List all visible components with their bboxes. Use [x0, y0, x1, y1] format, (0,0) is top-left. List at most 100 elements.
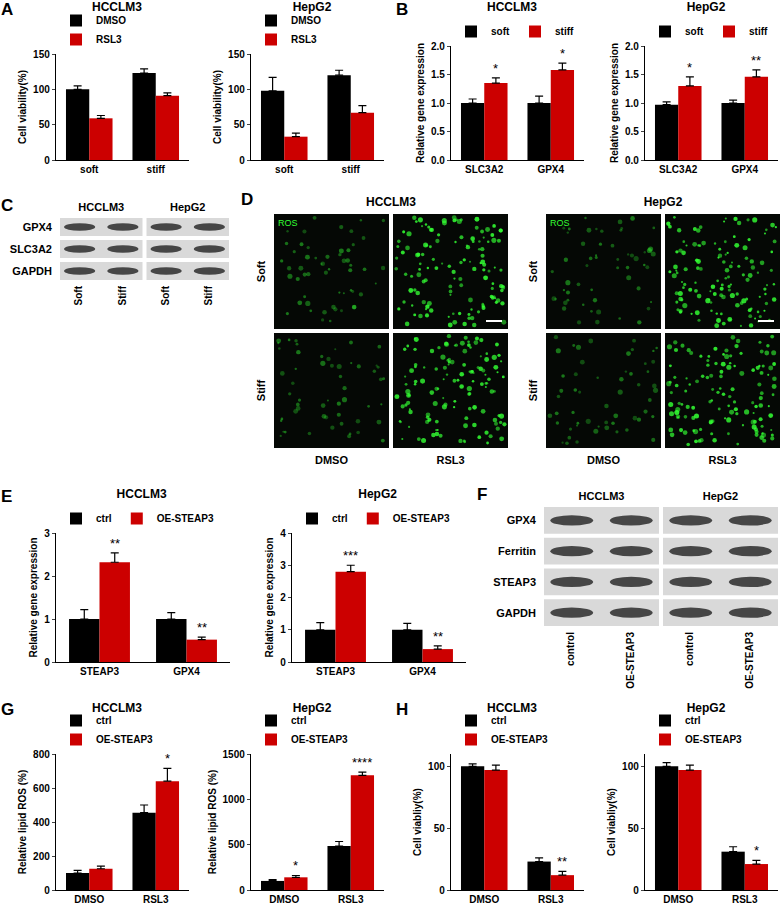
- svg-text:**: **: [433, 629, 443, 644]
- svg-text:0: 0: [239, 155, 245, 166]
- svg-text:Relative gene expression: Relative gene expression: [415, 43, 426, 163]
- svg-text:soft: soft: [491, 26, 510, 37]
- svg-text:1.0: 1.0: [625, 98, 639, 109]
- svg-text:Relative gene expression: Relative gene expression: [264, 537, 275, 657]
- svg-text:DMSO: DMSO: [291, 15, 321, 26]
- svg-text:1500: 1500: [223, 749, 246, 760]
- svg-text:RSL3: RSL3: [708, 454, 736, 466]
- svg-text:50: 50: [39, 119, 51, 130]
- svg-text:0: 0: [280, 657, 286, 668]
- svg-text:50: 50: [628, 823, 640, 834]
- svg-text:GPX4: GPX4: [173, 666, 200, 677]
- svg-text:DMSO: DMSO: [96, 15, 126, 26]
- svg-text:stiff: stiff: [749, 26, 768, 37]
- svg-text:HCCLM3: HCCLM3: [117, 487, 167, 501]
- svg-text:STEAP3: STEAP3: [493, 576, 536, 588]
- svg-text:GAPDH: GAPDH: [12, 265, 52, 277]
- svg-text:200: 200: [33, 851, 50, 862]
- svg-text:OE-STEAP3: OE-STEAP3: [744, 632, 755, 689]
- svg-text:GPX4: GPX4: [731, 164, 758, 175]
- svg-text:HCCLM3: HCCLM3: [78, 201, 124, 213]
- svg-text:1.5: 1.5: [625, 69, 639, 80]
- svg-text:Cell viabliy(%): Cell viabliy(%): [412, 788, 423, 856]
- svg-text:DMSO: DMSO: [663, 894, 693, 905]
- svg-text:600: 600: [33, 783, 50, 794]
- svg-text:Relative gene expression: Relative gene expression: [609, 43, 620, 163]
- svg-text:RSL3: RSL3: [732, 894, 758, 905]
- svg-text:0: 0: [439, 885, 445, 896]
- svg-text:HepG2: HepG2: [170, 201, 205, 213]
- svg-text:HepG2: HepG2: [358, 487, 397, 501]
- svg-text:4: 4: [280, 528, 286, 539]
- svg-text:Relative lipid ROS (%): Relative lipid ROS (%): [207, 770, 218, 874]
- svg-text:****: ****: [352, 755, 372, 770]
- svg-text:100: 100: [428, 761, 445, 772]
- svg-text:Soft: Soft: [255, 260, 267, 282]
- svg-text:2.0: 2.0: [625, 41, 639, 52]
- svg-text:stiff: stiff: [555, 26, 574, 37]
- svg-text:GPX4: GPX4: [537, 164, 564, 175]
- svg-text:OE-STEAP3: OE-STEAP3: [96, 734, 153, 745]
- svg-text:HepG2: HepG2: [293, 701, 332, 715]
- svg-text:RSL3: RSL3: [291, 34, 317, 45]
- svg-text:GAPDH: GAPDH: [496, 607, 536, 619]
- svg-text:Soft: Soft: [527, 260, 539, 282]
- svg-text:stiff: stiff: [342, 164, 361, 175]
- svg-text:HCCLM3: HCCLM3: [92, 701, 142, 715]
- svg-text:0.5: 0.5: [431, 126, 445, 137]
- svg-text:150: 150: [228, 49, 245, 60]
- svg-text:**: **: [751, 53, 761, 68]
- svg-text:OE-STEAP3: OE-STEAP3: [157, 513, 214, 524]
- svg-text:OE-STEAP3: OE-STEAP3: [685, 734, 742, 745]
- svg-text:DMSO: DMSO: [469, 894, 499, 905]
- svg-text:HCCLM3: HCCLM3: [487, 701, 537, 715]
- svg-text:50: 50: [434, 823, 446, 834]
- svg-text:Stiff: Stiff: [117, 285, 128, 305]
- svg-text:1.0: 1.0: [431, 98, 445, 109]
- svg-text:ctrl: ctrl: [332, 513, 348, 524]
- svg-text:RSL3: RSL3: [143, 894, 169, 905]
- svg-text:800: 800: [33, 749, 50, 760]
- svg-text:ctrl: ctrl: [291, 715, 307, 726]
- svg-text:100: 100: [622, 761, 639, 772]
- svg-text:Soft: Soft: [73, 285, 84, 305]
- svg-text:**: **: [110, 536, 120, 551]
- svg-text:OE-STEAP3: OE-STEAP3: [491, 734, 548, 745]
- svg-text:3: 3: [280, 560, 286, 571]
- svg-text:stiff: stiff: [147, 164, 166, 175]
- svg-text:1: 1: [280, 624, 286, 635]
- svg-text:150: 150: [33, 49, 50, 60]
- svg-text:ctrl: ctrl: [96, 513, 112, 524]
- svg-text:0: 0: [44, 885, 50, 896]
- svg-text:Cell viability(%): Cell viability(%): [212, 70, 223, 144]
- svg-text:**: **: [197, 620, 207, 635]
- svg-text:ctrl: ctrl: [96, 715, 112, 726]
- svg-text:soft: soft: [80, 164, 99, 175]
- svg-text:HepG2: HepG2: [703, 490, 738, 502]
- svg-text:RSL3: RSL3: [96, 34, 122, 45]
- svg-text:Stiff: Stiff: [203, 285, 214, 305]
- svg-text:1000: 1000: [223, 794, 246, 805]
- svg-text:ROS: ROS: [550, 218, 570, 228]
- svg-text:soft: soft: [275, 164, 294, 175]
- svg-text:Relative lipid ROS (%): Relative lipid ROS (%): [17, 770, 28, 874]
- svg-text:2: 2: [280, 592, 286, 603]
- svg-text:control: control: [684, 632, 695, 666]
- svg-text:HCCLM3: HCCLM3: [487, 0, 537, 14]
- svg-text:HepG2: HepG2: [687, 0, 726, 14]
- svg-text:ctrl: ctrl: [491, 715, 507, 726]
- svg-text:ctrl: ctrl: [685, 715, 701, 726]
- svg-text:DMSO: DMSO: [315, 454, 348, 466]
- svg-text:ROS: ROS: [278, 218, 298, 228]
- svg-text:HepG2: HepG2: [644, 195, 683, 209]
- svg-text:Stiff: Stiff: [527, 379, 539, 401]
- svg-text:*: *: [560, 46, 565, 61]
- svg-text:HepG2: HepG2: [293, 0, 332, 14]
- svg-text:0: 0: [44, 155, 50, 166]
- svg-text:HCCLM3: HCCLM3: [366, 195, 416, 209]
- svg-text:0.5: 0.5: [625, 126, 639, 137]
- svg-text:RSL3: RSL3: [338, 894, 364, 905]
- svg-text:2.0: 2.0: [431, 41, 445, 52]
- svg-text:3: 3: [44, 528, 50, 539]
- svg-text:1: 1: [44, 614, 50, 625]
